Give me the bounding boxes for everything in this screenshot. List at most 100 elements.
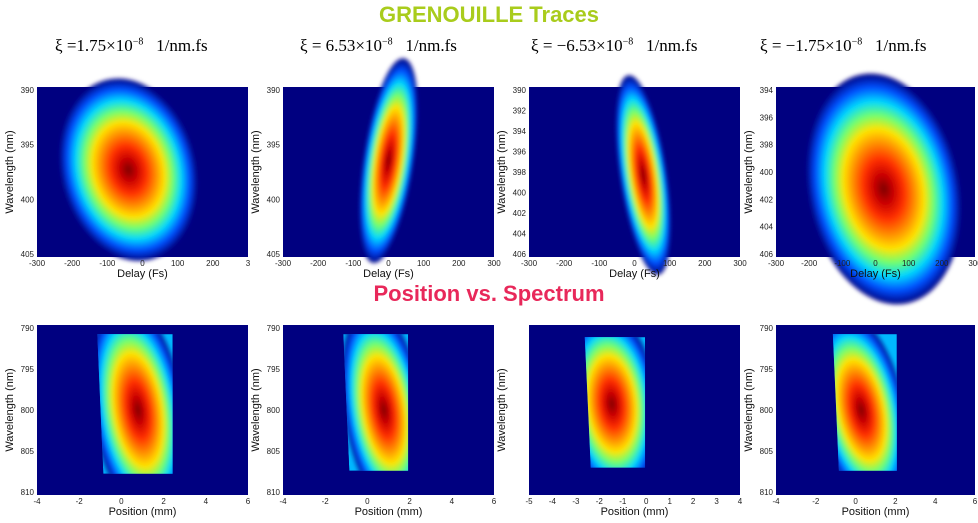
intensity-blob	[615, 75, 672, 275]
y-tick-label: 402	[513, 209, 527, 218]
x-tick-label: -4	[279, 497, 287, 506]
x-tick-label: 100	[663, 259, 677, 268]
y-tick-label: 400	[513, 189, 527, 198]
y-axis-label: Wavelength (nm)	[250, 130, 262, 213]
x-tick-label: -100	[99, 259, 116, 268]
x-tick-label: -2	[596, 497, 604, 506]
x-tick-label: 2	[691, 497, 696, 506]
y-axis-label: Wavelength (nm)	[250, 368, 262, 451]
x-tick-label: -4	[549, 497, 557, 506]
y-tick-label: 400	[760, 168, 774, 177]
y-tick-label: 402	[760, 195, 774, 204]
y-tick-label: 398	[513, 168, 527, 177]
x-tick-label: -1	[619, 497, 627, 506]
y-tick-label: 392	[513, 107, 527, 116]
x-tick-label: -100	[591, 259, 608, 268]
y-tick-label: 404	[760, 223, 774, 232]
y-tick-label: 406	[760, 250, 774, 259]
heatmap-panel: -300 -200 -100 0 100 200 3 390 395 400 405 Delay (F…	[4, 78, 251, 280]
x-tick-label: -300	[275, 259, 292, 268]
x-tick-label: -200	[556, 259, 573, 268]
y-tick-label: 405	[21, 250, 35, 259]
x-tick-label: 4	[933, 497, 938, 506]
xi-label: ξ = −1.75×10−8 1/nm.fs	[760, 36, 927, 55]
y-tick-label: 810	[21, 488, 35, 497]
y-tick-label: 800	[760, 406, 774, 415]
x-tick-label: 3	[714, 497, 719, 506]
intensity-blob	[59, 78, 198, 261]
x-tick-label: 2	[893, 497, 898, 506]
heatmap-plot: -5 -4 -3 -2 -1 0 1 2 3 4 Position (mm) Wavelength (…	[496, 325, 743, 518]
intensity-blob	[806, 73, 962, 305]
x-tick-label: -3	[572, 497, 580, 506]
y-tick-label: 805	[760, 447, 774, 456]
heatmap-plot: -4 -2 0 2 4 6 790 795 800 805 810 Position (mm) Wave…	[4, 324, 251, 518]
intensity-blob	[359, 58, 418, 263]
heatmap-plot: -300 -200 -100 0 100 200 3 390 395 400 405 Delay (F…	[4, 78, 251, 280]
x-tick-label: 0	[119, 497, 124, 506]
y-axis-label: Wavelength (nm)	[496, 130, 508, 213]
x-tick-label: 4	[450, 497, 455, 506]
y-tick-label: 800	[267, 406, 281, 415]
y-axis-label: Wavelength (nm)	[743, 130, 755, 213]
heatmap-panel: -5 -4 -3 -2 -1 0 1 2 3 4 Position (mm) Wavelength (…	[496, 325, 743, 518]
x-tick-label: 100	[417, 259, 431, 268]
intensity-blob	[343, 334, 409, 471]
x-tick-label: 0	[644, 497, 649, 506]
y-tick-label: 394	[760, 86, 774, 95]
y-tick-label: 404	[513, 230, 527, 239]
x-tick-label: 1	[667, 497, 672, 506]
x-axis-label: Delay (Fs)	[117, 268, 168, 280]
heatmap-plot: -300 -200 -100 0 100 200 300 394 396 398 400 402 404…	[743, 73, 978, 305]
x-tick-label: 4	[204, 497, 209, 506]
x-tick-label: -300	[29, 259, 46, 268]
y-tick-label: 395	[21, 141, 35, 150]
heatmap-panel: -4 -2 0 2 4 6 790 795 800 805 810 Position (mm) Wave…	[743, 324, 978, 518]
x-tick-label: 100	[171, 259, 185, 268]
x-tick-label: 0	[365, 497, 370, 506]
x-tick-label: 4	[738, 497, 743, 506]
heatmap-plot: -300 -200 -100 0 100 200 300 390 392 394 396 398 400…	[496, 75, 747, 280]
y-tick-label: 795	[760, 365, 774, 374]
y-tick-label: 810	[760, 488, 774, 497]
y-tick-label: 394	[513, 127, 527, 136]
grenouille-title: GRENOUILLE Traces	[378, 2, 600, 27]
x-tick-label: -300	[521, 259, 538, 268]
x-tick-label: 2	[407, 497, 412, 506]
y-tick-label: 805	[267, 447, 281, 456]
x-tick-label: 2	[161, 497, 166, 506]
x-axis-label: Position (mm)	[601, 506, 669, 518]
heatmap-panel: -300 -200 -100 0 100 200 300 390 395 400 405 Delay …	[250, 58, 501, 280]
intensity-blob	[97, 334, 173, 474]
x-axis-label: Delay (Fs)	[363, 268, 414, 280]
x-tick-label: 0	[853, 497, 858, 506]
heatmap-panel: -300 -200 -100 0 100 200 300 394 396 398 400 402 404…	[743, 73, 978, 305]
x-tick-label: -2	[322, 497, 330, 506]
y-tick-label: 398	[760, 141, 774, 150]
x-tick-label: 200	[935, 259, 949, 268]
xi-label: ξ = −6.53×10−8 1/nm.fs	[531, 36, 698, 55]
y-tick-label: 800	[21, 406, 35, 415]
x-tick-label: -4	[33, 497, 41, 506]
x-tick-label: -200	[64, 259, 81, 268]
x-tick-label: 200	[452, 259, 466, 268]
x-tick-label: -100	[345, 259, 362, 268]
x-tick-label: 0	[386, 259, 391, 268]
y-tick-label: 396	[513, 148, 527, 157]
x-tick-label: -200	[801, 259, 818, 268]
xi-label: ξ = 6.53×10−8 1/nm.fs	[300, 36, 457, 55]
x-axis-label: Delay (Fs)	[850, 268, 901, 280]
y-tick-label: 790	[267, 324, 281, 333]
y-tick-label: 395	[267, 141, 281, 150]
x-tick-label: 0	[873, 259, 878, 268]
x-tick-label: 0	[632, 259, 637, 268]
heatmap-plot: -4 -2 0 2 4 6 790 795 800 805 810 Position (mm) Wave…	[250, 324, 497, 518]
y-tick-label: 400	[21, 195, 35, 204]
x-tick-label: 6	[492, 497, 497, 506]
y-tick-label: 396	[760, 113, 774, 122]
y-tick-label: 810	[267, 488, 281, 497]
position-spectrum-title: Position vs. Spectrum	[373, 281, 605, 306]
y-tick-label: 390	[21, 86, 35, 95]
x-tick-label: -2	[76, 497, 84, 506]
x-tick-label: -200	[310, 259, 327, 268]
